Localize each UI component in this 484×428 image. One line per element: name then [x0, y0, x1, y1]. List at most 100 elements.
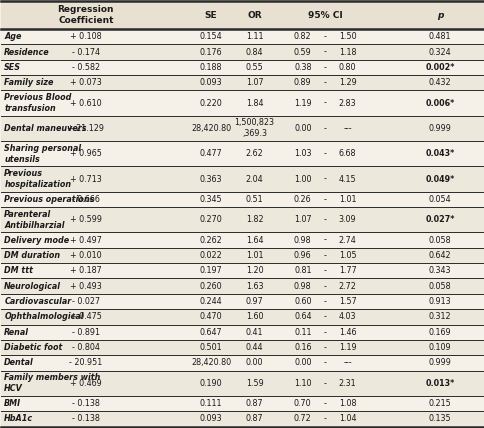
Text: 0.642: 0.642 — [428, 251, 451, 260]
FancyBboxPatch shape — [1, 294, 483, 309]
FancyBboxPatch shape — [1, 166, 483, 192]
Text: Dental: Dental — [4, 358, 34, 367]
FancyBboxPatch shape — [1, 263, 483, 279]
Text: 2.74: 2.74 — [338, 235, 356, 244]
Text: -: - — [323, 297, 326, 306]
Text: 0.345: 0.345 — [199, 195, 222, 204]
Text: 1.11: 1.11 — [245, 32, 263, 41]
Text: -: - — [323, 124, 326, 133]
Text: 0.176: 0.176 — [199, 48, 222, 56]
Text: Dental maneuvers: Dental maneuvers — [4, 124, 87, 133]
Text: 0.343: 0.343 — [428, 266, 451, 275]
Text: 0.26: 0.26 — [293, 195, 311, 204]
Text: 0.312: 0.312 — [428, 312, 451, 321]
Text: 0.98: 0.98 — [293, 282, 311, 291]
Text: 1.07: 1.07 — [293, 215, 311, 224]
Text: + 0.187: + 0.187 — [70, 266, 102, 275]
Text: 1.01: 1.01 — [338, 195, 356, 204]
FancyBboxPatch shape — [1, 340, 483, 355]
Text: ---: --- — [343, 124, 351, 133]
Text: 1.63: 1.63 — [245, 282, 263, 291]
Text: 0.16: 0.16 — [293, 343, 311, 352]
Text: -: - — [323, 175, 326, 184]
Text: 0.41: 0.41 — [245, 328, 263, 337]
Text: 0.11: 0.11 — [293, 328, 311, 337]
FancyBboxPatch shape — [1, 411, 483, 427]
Text: 0.38: 0.38 — [293, 63, 311, 72]
FancyBboxPatch shape — [1, 355, 483, 371]
Text: 0.96: 0.96 — [293, 251, 311, 260]
Text: 0.00: 0.00 — [293, 124, 311, 133]
FancyBboxPatch shape — [1, 207, 483, 232]
FancyBboxPatch shape — [1, 45, 483, 60]
Text: + 0.108: + 0.108 — [70, 32, 101, 41]
Text: 1,500,823
,369.3: 1,500,823 ,369.3 — [234, 119, 274, 139]
Text: 1.77: 1.77 — [338, 266, 356, 275]
Text: -: - — [323, 379, 326, 388]
Text: 0.109: 0.109 — [428, 343, 451, 352]
Text: Delivery mode: Delivery mode — [4, 235, 69, 244]
Text: 0.999: 0.999 — [428, 124, 451, 133]
Text: 0.89: 0.89 — [293, 78, 311, 87]
Text: SES: SES — [4, 63, 21, 72]
Text: 28,420.80: 28,420.80 — [191, 358, 231, 367]
Text: 0.72: 0.72 — [293, 414, 311, 423]
FancyBboxPatch shape — [1, 371, 483, 396]
Text: 1.04: 1.04 — [338, 414, 356, 423]
Text: 0.262: 0.262 — [199, 235, 222, 244]
Text: 0.054: 0.054 — [428, 195, 451, 204]
Text: -: - — [323, 48, 326, 56]
Text: 1.05: 1.05 — [338, 251, 356, 260]
Text: Family size: Family size — [4, 78, 54, 87]
Text: 2.62: 2.62 — [245, 149, 263, 158]
Text: + 0.493: + 0.493 — [70, 282, 102, 291]
Text: 0.215: 0.215 — [428, 399, 451, 408]
Text: 3.09: 3.09 — [338, 215, 356, 224]
Text: 0.197: 0.197 — [199, 266, 222, 275]
Text: Age: Age — [4, 32, 22, 41]
Text: 1.59: 1.59 — [245, 379, 263, 388]
Text: - 0.891: - 0.891 — [72, 328, 100, 337]
Text: -: - — [323, 312, 326, 321]
Text: Neurological: Neurological — [4, 282, 61, 291]
FancyBboxPatch shape — [1, 192, 483, 207]
Text: 0.013*: 0.013* — [424, 379, 454, 388]
Text: 0.260: 0.260 — [199, 282, 222, 291]
Text: 0.84: 0.84 — [245, 48, 263, 56]
Text: + 0.599: + 0.599 — [70, 215, 102, 224]
Text: + 0.713: + 0.713 — [70, 175, 102, 184]
Text: 28,420.80: 28,420.80 — [191, 124, 231, 133]
Text: 0.647: 0.647 — [199, 328, 222, 337]
Text: 0.058: 0.058 — [428, 235, 451, 244]
Text: + 0.073: + 0.073 — [70, 78, 102, 87]
Text: 95% CI: 95% CI — [307, 11, 342, 20]
Text: -: - — [323, 215, 326, 224]
Text: 0.043*: 0.043* — [424, 149, 454, 158]
Text: - 0.804: - 0.804 — [72, 343, 100, 352]
Text: DM duration: DM duration — [4, 251, 61, 260]
Text: 2.83: 2.83 — [338, 98, 356, 107]
Text: 1.20: 1.20 — [245, 266, 263, 275]
Text: 1.19: 1.19 — [338, 343, 356, 352]
Text: - 0.582: - 0.582 — [72, 63, 100, 72]
Text: + 0.497: + 0.497 — [70, 235, 102, 244]
Text: 2.04: 2.04 — [245, 175, 263, 184]
Text: 0.058: 0.058 — [428, 282, 451, 291]
Text: Family members with
HCV: Family members with HCV — [4, 373, 101, 393]
Text: 4.15: 4.15 — [338, 175, 356, 184]
FancyBboxPatch shape — [1, 248, 483, 263]
Text: p: p — [436, 11, 442, 20]
Text: -: - — [323, 343, 326, 352]
Text: 1.46: 1.46 — [338, 328, 356, 337]
Text: 1.57: 1.57 — [338, 297, 356, 306]
Text: HbA1c: HbA1c — [4, 414, 33, 423]
Text: - 0.138: - 0.138 — [72, 414, 100, 423]
Text: 0.190: 0.190 — [199, 379, 222, 388]
Text: 1.03: 1.03 — [293, 149, 311, 158]
Text: 0.188: 0.188 — [199, 63, 222, 72]
Text: 2.72: 2.72 — [338, 282, 356, 291]
Text: 0.002*: 0.002* — [424, 63, 454, 72]
Text: + 0.010: + 0.010 — [70, 251, 101, 260]
Text: 1.19: 1.19 — [293, 98, 311, 107]
Text: Regression
Coefficient: Regression Coefficient — [58, 5, 114, 25]
